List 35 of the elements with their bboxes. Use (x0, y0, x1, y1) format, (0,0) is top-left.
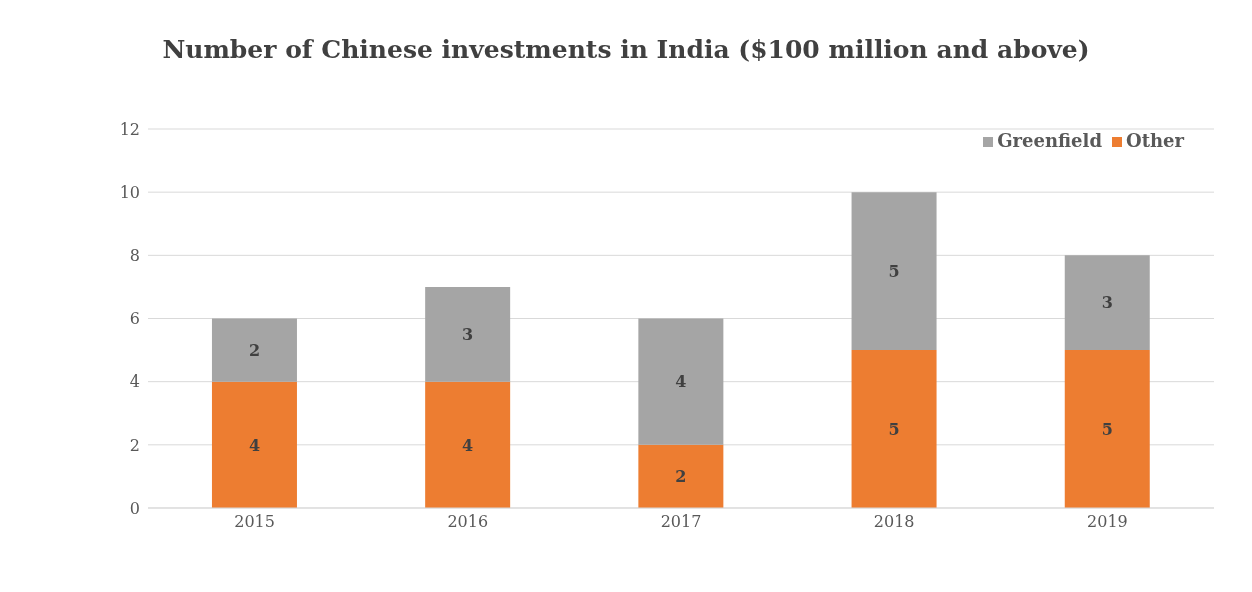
y-tick-label: 0 (129, 498, 140, 518)
y-tick-label: 2 (129, 435, 140, 455)
bar (851, 192, 937, 351)
bar (211, 381, 297, 508)
data-label: 4 (248, 435, 261, 455)
bar (425, 381, 511, 508)
x-tick-label: 2018 (873, 512, 915, 532)
data-label: 4 (675, 372, 687, 392)
data-label: 3 (462, 324, 474, 344)
y-tick-label: 10 (119, 182, 140, 202)
chart-title: Number of Chinese investments in India ($100 million and above) (161, 34, 1091, 66)
data-label: 2 (248, 340, 261, 360)
bar (1064, 255, 1150, 351)
data-label: 3 (1101, 293, 1113, 313)
y-tick-label: 12 (119, 119, 140, 139)
bar (1064, 350, 1150, 508)
y-tick-label: 4 (129, 372, 140, 392)
x-tick-label: 2015 (234, 512, 275, 532)
x-tick-label: 2016 (447, 512, 489, 532)
bar (425, 286, 511, 382)
y-tick-label: 8 (129, 246, 140, 266)
data-label: 5 (1101, 419, 1113, 439)
data-label: 2 (675, 467, 687, 487)
data-label: 4 (462, 435, 474, 455)
bar (851, 350, 937, 508)
legend-label: Greenfield (997, 130, 1102, 151)
x-tick-label: 2019 (1087, 512, 1128, 532)
x-tick-label: 2017 (660, 512, 702, 532)
bar (638, 318, 724, 445)
data-label: 5 (888, 261, 900, 281)
bar (211, 318, 297, 382)
data-label: 5 (888, 419, 900, 439)
y-tick-label: 6 (129, 309, 140, 329)
bar (638, 444, 724, 508)
legend-label: Other (1125, 130, 1184, 151)
